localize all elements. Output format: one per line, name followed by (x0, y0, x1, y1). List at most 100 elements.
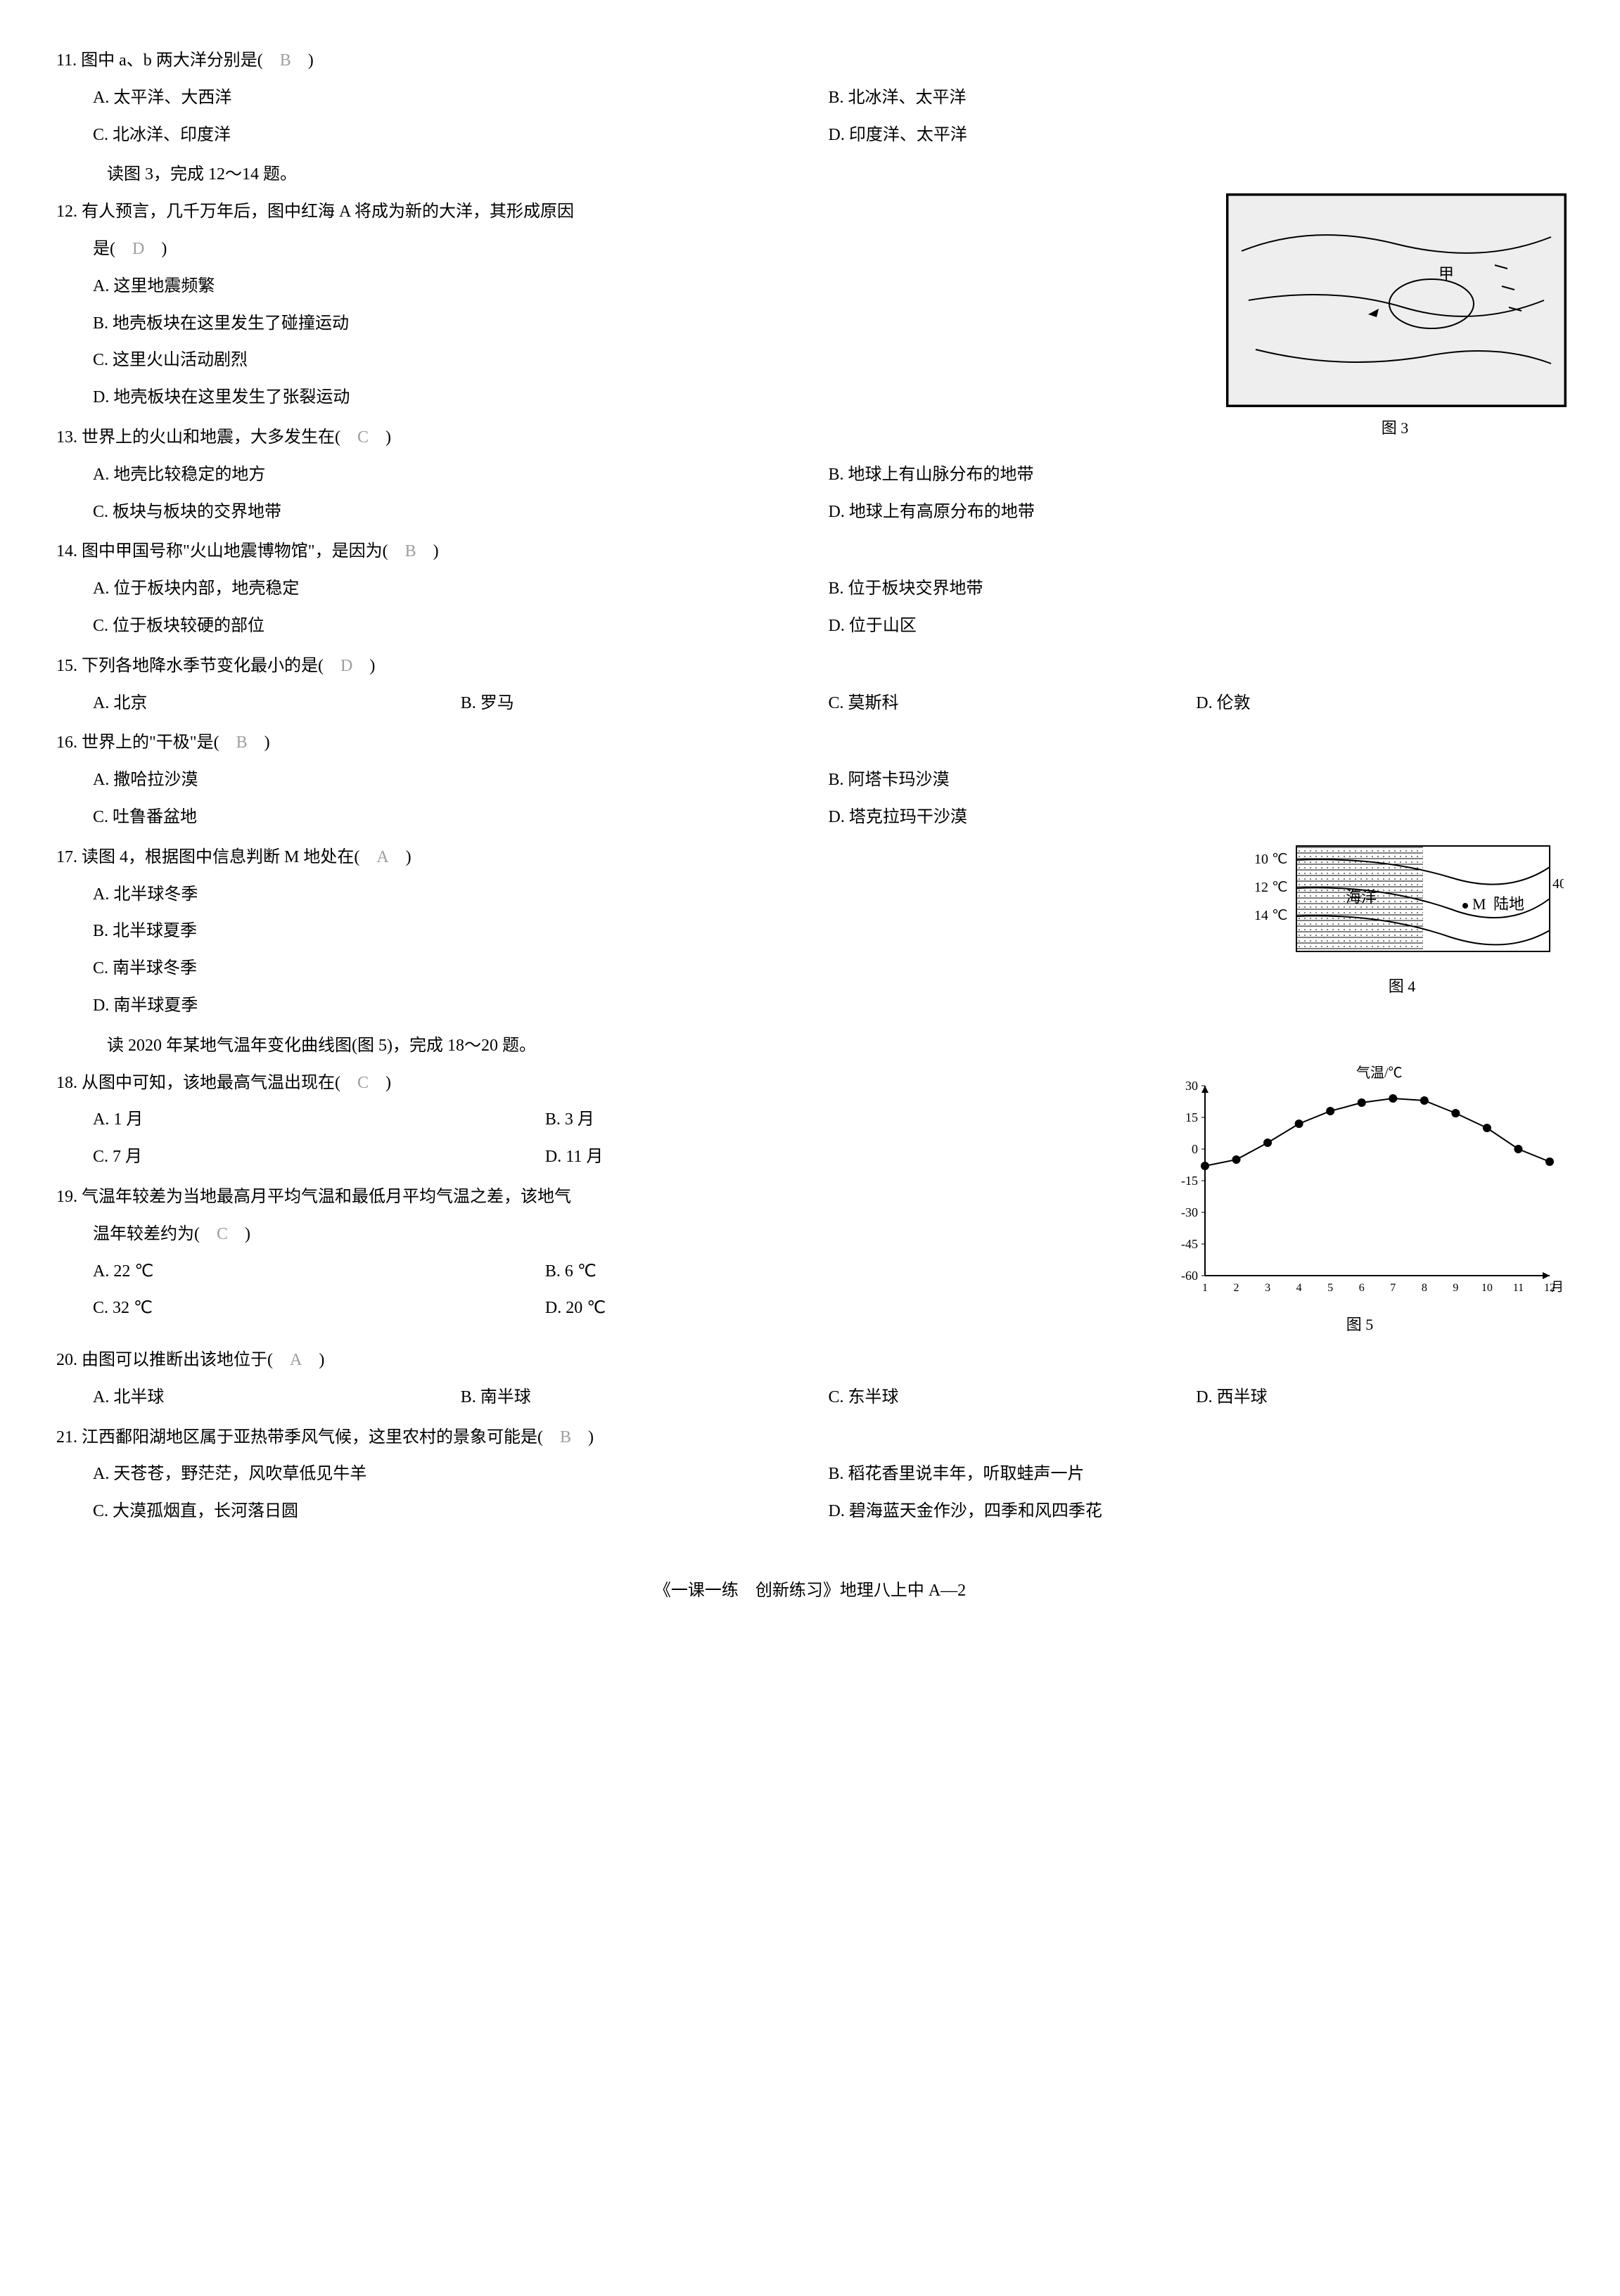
figure-3-container: 甲 图 3 (1226, 193, 1564, 445)
svg-text:15: 15 (1185, 1110, 1198, 1124)
svg-text:30: 30 (1185, 1079, 1198, 1093)
figure-5-caption: 图 5 (1156, 1308, 1564, 1342)
fig4-land: 陆地 (1493, 895, 1524, 913)
q15-opt-c: C. 莫斯科 (829, 685, 1197, 722)
question-16: 16. 世界上的"干极"是( B ) A. 撒哈拉沙漠 B. 阿塔卡玛沙漠 C.… (56, 724, 1564, 835)
q18-end: ) (369, 1074, 391, 1092)
q16-opt-a: A. 撒哈拉沙漠 (93, 762, 829, 799)
figure-4-caption: 图 4 (1240, 970, 1564, 1003)
q21-opt-a: A. 天苍苍，野茫茫，风吹草低见牛羊 (93, 1456, 829, 1493)
q14-stem-wrap: 14. 图中甲国号称"火山地震博物馆"，是因为( B ) (56, 533, 1564, 570)
figure-4: 10 ℃ 12 ℃ 14 ℃ 40° 海洋 M 陆地 (1240, 839, 1564, 966)
figure-3: 甲 (1226, 193, 1567, 407)
q17-end: ) (389, 848, 412, 866)
svg-text:5: 5 (1327, 1282, 1333, 1294)
q13-stem: 13. 世界上的火山和地震，大多发生在( (56, 428, 357, 447)
q18-stem: 18. 从图中可知，该地最高气温出现在( (56, 1074, 357, 1092)
q18-options: A. 1 月 B. 3 月 C. 7 月 D. 11 月 (56, 1101, 997, 1176)
q16-stem: 16. 世界上的"干极"是( (56, 733, 236, 752)
question-11: 11. 图中 a、b 两大洋分别是( B ) A. 太平洋、大西洋 B. 北冰洋… (56, 42, 1564, 153)
q13-options: A. 地壳比较稳定的地方 B. 地球上有山脉分布的地带 C. 板块与板块的交界地… (56, 456, 1564, 531)
svg-text:-45: -45 (1181, 1237, 1198, 1251)
svg-text:甲: 甲 (1439, 265, 1454, 283)
q21-stem: 21. 江西鄱阳湖地区属于亚热带季风气候，这里农村的景象可能是( (56, 1428, 560, 1447)
q21-opt-b: B. 稻花香里说丰年，听取蛙声一片 (829, 1456, 1564, 1493)
q19-opt-d: D. 20 ℃ (545, 1290, 997, 1327)
q12-stem-b: 是( (93, 240, 132, 258)
q19-answer: C (217, 1225, 228, 1243)
q19-stem-b: 温年较差约为( (93, 1225, 217, 1243)
svg-text:气温/℃: 气温/℃ (1356, 1065, 1403, 1081)
svg-text:11: 11 (1513, 1282, 1524, 1294)
q18-answer: C (357, 1074, 369, 1092)
figure-5-container: 气温/℃30150-15-30-45-60123456789101112月份 图… (1156, 1065, 1564, 1342)
fig4-t14: 14 ℃ (1254, 908, 1287, 923)
fig4-t10: 10 ℃ (1254, 852, 1287, 867)
q16-answer: B (236, 733, 248, 752)
figure-3-caption: 图 3 (1226, 411, 1564, 445)
q21-answer: B (560, 1428, 571, 1447)
q13-opt-c: C. 板块与板块的交界地带 (93, 494, 829, 531)
question-15: 15. 下列各地降水季节变化最小的是( D ) A. 北京 B. 罗马 C. 莫… (56, 648, 1564, 722)
q17-answer: A (376, 848, 388, 866)
fig4-sea: 海洋 (1346, 888, 1377, 906)
figure-5-chart: 气温/℃30150-15-30-45-60123456789101112月份 (1156, 1065, 1564, 1304)
q20-options: A. 北半球 B. 南半球 C. 东半球 D. 西半球 (56, 1379, 1564, 1416)
q20-opt-c: C. 东半球 (829, 1379, 1197, 1416)
q16-end: ) (248, 733, 270, 752)
q16-options: A. 撒哈拉沙漠 B. 阿塔卡玛沙漠 C. 吐鲁番盆地 D. 塔克拉玛干沙漠 (56, 762, 1564, 836)
q18-opt-a: A. 1 月 (93, 1101, 545, 1139)
q21-stem-wrap: 21. 江西鄱阳湖地区属于亚热带季风气候，这里农村的景象可能是( B ) (56, 1419, 1564, 1456)
q15-opt-d: D. 伦敦 (1196, 685, 1564, 722)
q20-answer: A (290, 1351, 302, 1369)
figure-4-container: 10 ℃ 12 ℃ 14 ℃ 40° 海洋 M 陆地 图 4 (1240, 839, 1564, 1003)
q18-opt-c: C. 7 月 (93, 1139, 545, 1176)
instruction-2: 读 2020 年某地气温年变化曲线图(图 5)，完成 18～20 题。 (56, 1027, 1564, 1065)
q15-opt-b: B. 罗马 (461, 685, 829, 722)
svg-text:8: 8 (1422, 1282, 1427, 1294)
q21-opt-c: C. 大漠孤烟直，长河落日圆 (93, 1493, 829, 1530)
svg-text:4: 4 (1296, 1282, 1302, 1294)
q11-opt-b: B. 北冰洋、太平洋 (829, 79, 1564, 117)
q20-stem: 20. 由图可以推断出该地位于( (56, 1351, 290, 1369)
q15-stem-wrap: 15. 下列各地降水季节变化最小的是( D ) (56, 648, 1564, 685)
q14-opt-c: C. 位于板块较硬的部位 (93, 608, 829, 645)
q11-end: ) (291, 51, 314, 70)
instruction-1: 读图 3，完成 12～14 题。 (56, 156, 1564, 193)
q20-stem-wrap: 20. 由图可以推断出该地位于( A ) (56, 1342, 1564, 1379)
svg-text:6: 6 (1359, 1282, 1365, 1294)
svg-text:1: 1 (1202, 1282, 1208, 1294)
q11-stem: 11. 图中 a、b 两大洋分别是( B ) (56, 42, 1564, 79)
q11-options: A. 太平洋、大西洋 B. 北冰洋、太平洋 C. 北冰洋、印度洋 D. 印度洋、… (56, 79, 1564, 154)
q14-opt-b: B. 位于板块交界地带 (829, 570, 1564, 608)
fig4-m: M (1472, 895, 1486, 913)
q16-opt-d: D. 塔克拉玛干沙漠 (829, 799, 1564, 836)
q15-opt-a: A. 北京 (93, 685, 461, 722)
q16-opt-c: C. 吐鲁番盆地 (93, 799, 829, 836)
q13-opt-b: B. 地球上有山脉分布的地带 (829, 456, 1564, 494)
q20-opt-b: B. 南半球 (461, 1379, 829, 1416)
fig4-t12: 12 ℃ (1254, 880, 1287, 895)
q21-options: A. 天苍苍，野茫茫，风吹草低见牛羊 B. 稻花香里说丰年，听取蛙声一片 C. … (56, 1456, 1564, 1530)
svg-text:0: 0 (1192, 1142, 1198, 1156)
q17-stem: 17. 读图 4，根据图中信息判断 M 地处在( (56, 848, 376, 866)
q13-end: ) (369, 428, 391, 447)
svg-text:10: 10 (1481, 1282, 1493, 1294)
question-14: 14. 图中甲国号称"火山地震博物馆"，是因为( B ) A. 位于板块内部，地… (56, 533, 1564, 644)
svg-text:月份: 月份 (1551, 1280, 1564, 1294)
svg-text:2: 2 (1234, 1282, 1239, 1294)
q20-opt-d: D. 西半球 (1196, 1379, 1564, 1416)
q12-end: ) (144, 240, 167, 258)
question-21: 21. 江西鄱阳湖地区属于亚热带季风气候，这里农村的景象可能是( B ) A. … (56, 1419, 1564, 1530)
q15-stem: 15. 下列各地降水季节变化最小的是( (56, 657, 340, 675)
svg-text:-15: -15 (1181, 1174, 1198, 1188)
q21-end: ) (571, 1428, 594, 1447)
q13-opt-a: A. 地壳比较稳定的地方 (93, 456, 829, 494)
q16-stem-wrap: 16. 世界上的"干极"是( B ) (56, 724, 1564, 762)
svg-text:7: 7 (1390, 1282, 1396, 1294)
q19-end: ) (228, 1225, 250, 1243)
q11-opt-a: A. 太平洋、大西洋 (93, 79, 829, 117)
q14-end: ) (416, 542, 439, 560)
q19-options: A. 22 ℃ B. 6 ℃ C. 32 ℃ D. 20 ℃ (56, 1253, 997, 1328)
q13-answer: C (357, 428, 369, 447)
